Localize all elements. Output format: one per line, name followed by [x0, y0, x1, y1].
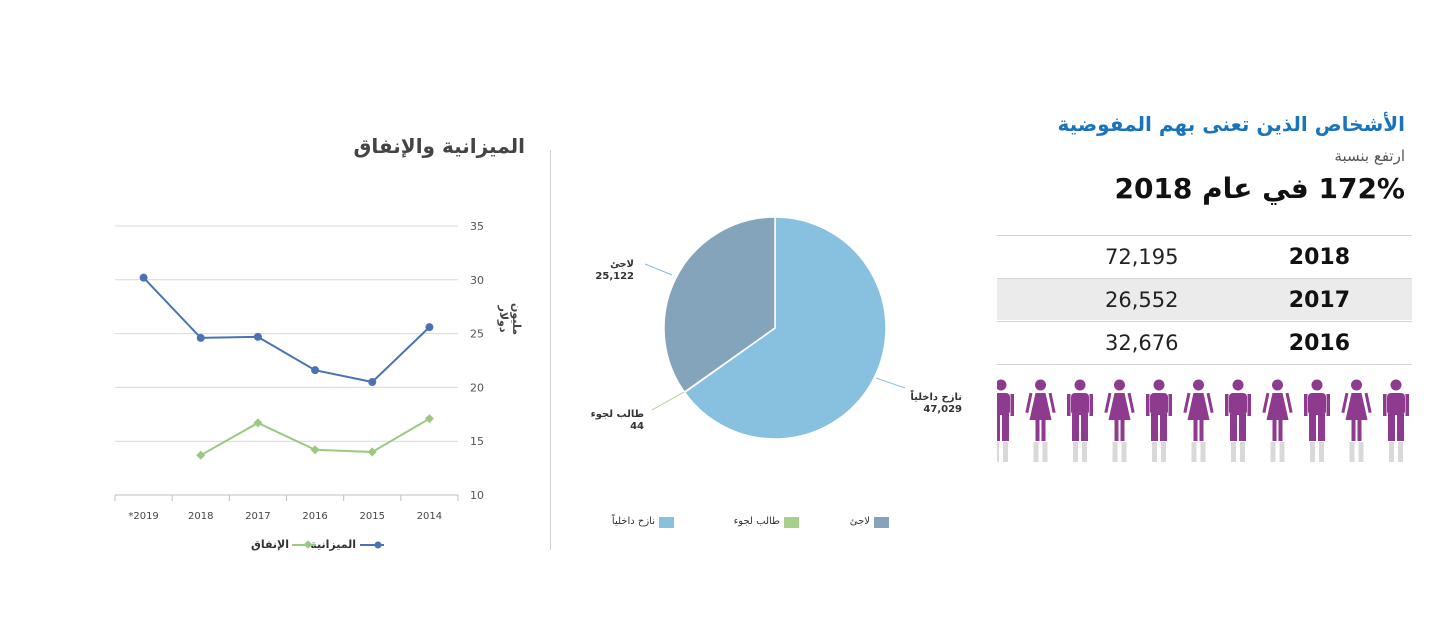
y-tick-label: 35	[470, 220, 484, 233]
x-tick-label: 2017	[245, 511, 270, 522]
y-tick-label: 25	[470, 328, 484, 341]
budget-chart-title: الميزانية والإنفاق	[353, 134, 525, 158]
pie-label-idp-name: نازح داخلياً	[910, 392, 962, 403]
data-point	[310, 445, 320, 455]
legend-idp-label: نازح داخلياً	[611, 516, 655, 527]
y-tick-label: 30	[470, 274, 484, 287]
x-axis-ticks: *2019 2018 2017 2016 2015 2014	[114, 495, 459, 522]
legend-budget-label: الميزانية	[310, 538, 356, 551]
pie-label-refugee-name: لاجئ	[610, 259, 634, 270]
pie-label-refugee: لاجئ 25,122	[560, 259, 634, 283]
leader-line-refugee	[644, 263, 673, 276]
y-axis-label: مليون دولار	[497, 302, 523, 336]
pie-slices	[663, 216, 887, 440]
legend-expenditure-label: الإنفاق	[251, 538, 289, 551]
pie-label-asylum-value: 44	[630, 421, 644, 432]
male-person-icon	[1383, 379, 1409, 462]
table-divider	[997, 364, 1412, 365]
legend-idp-swatch	[659, 517, 674, 528]
table-row: 2017 26,552	[997, 278, 1412, 320]
data-point	[424, 414, 434, 424]
male-person-icon	[1304, 379, 1330, 462]
budget-line-chart: 10 15 20 25 30 35 *2019 2018 2017 2016 2015 2014	[114, 220, 484, 522]
female-person-icon	[1341, 379, 1372, 462]
data-point	[367, 447, 377, 457]
data-point	[311, 366, 320, 375]
legend-budget-marker	[360, 541, 384, 549]
x-tick-label: 2015	[360, 511, 385, 522]
male-person-icon	[1225, 379, 1251, 462]
pie-label-refugee-value: 25,122	[595, 271, 634, 282]
table-row: 2018 72,195	[997, 235, 1412, 277]
panel-divider	[550, 150, 551, 550]
people-icons-row	[997, 379, 1409, 462]
row-year: 2016	[1288, 331, 1350, 356]
x-tick-label: 2016	[302, 511, 327, 522]
data-point	[425, 323, 434, 332]
gridlines	[115, 225, 458, 496]
female-person-icon	[1262, 379, 1293, 462]
data-point	[368, 378, 377, 387]
legend-refugee-label: لاجئ	[849, 516, 870, 527]
pie-label-asylum: طالب لجوء 44	[560, 409, 644, 433]
y-axis-ticks: 10 15 20 25 30 35	[470, 220, 484, 502]
x-tick-label: 2018	[188, 511, 213, 522]
pie-label-asylum-name: طالب لجوء	[590, 409, 644, 420]
pie-label-idp-value: 47,029	[923, 404, 962, 415]
male-person-icon	[1146, 379, 1172, 462]
y-tick-label: 20	[470, 381, 484, 394]
series-line-0	[142, 276, 431, 384]
leader-line-asylum	[651, 391, 685, 411]
legend-refugee-swatch	[874, 517, 889, 528]
pie-slice	[663, 216, 776, 394]
x-tick-label: 2014	[417, 511, 442, 522]
rise-label: ارتفع بنسبة	[1334, 147, 1405, 165]
male-person-icon	[997, 379, 1014, 462]
row-year: 2018	[1288, 245, 1350, 270]
legend-asylum-label: طالب لجوء	[733, 516, 780, 527]
data-point	[196, 450, 206, 460]
x-tick-label: *2019	[128, 511, 158, 522]
leader-line-idp	[875, 377, 906, 389]
pie-label-idp: نازح داخلياً 47,029	[870, 392, 962, 416]
data-point	[253, 332, 262, 341]
population-pie-chart	[644, 216, 906, 440]
legend-asylum-swatch	[784, 517, 799, 528]
row-count: 72,195	[1105, 245, 1179, 269]
row-count: 32,676	[1105, 331, 1179, 355]
female-person-icon	[1104, 379, 1135, 462]
row-count: 26,552	[1105, 288, 1179, 312]
row-year: 2017	[1288, 288, 1350, 313]
rise-value: 172% في عام 2018	[1114, 172, 1405, 205]
table-row: 2016 32,676	[997, 321, 1412, 363]
legend-expenditure-marker	[292, 540, 316, 549]
female-person-icon	[1183, 379, 1214, 462]
female-person-icon	[1025, 379, 1056, 462]
data-point	[253, 418, 263, 428]
chart-series	[139, 273, 434, 460]
y-tick-label: 10	[470, 489, 484, 502]
y-tick-label: 15	[470, 435, 484, 448]
data-point	[196, 333, 205, 342]
pie-slice	[683, 216, 887, 440]
male-person-icon	[1067, 379, 1093, 462]
data-point	[139, 273, 148, 282]
persons-of-concern-title: الأشخاص الذين تعنى بهم المفوضية	[1057, 112, 1405, 136]
